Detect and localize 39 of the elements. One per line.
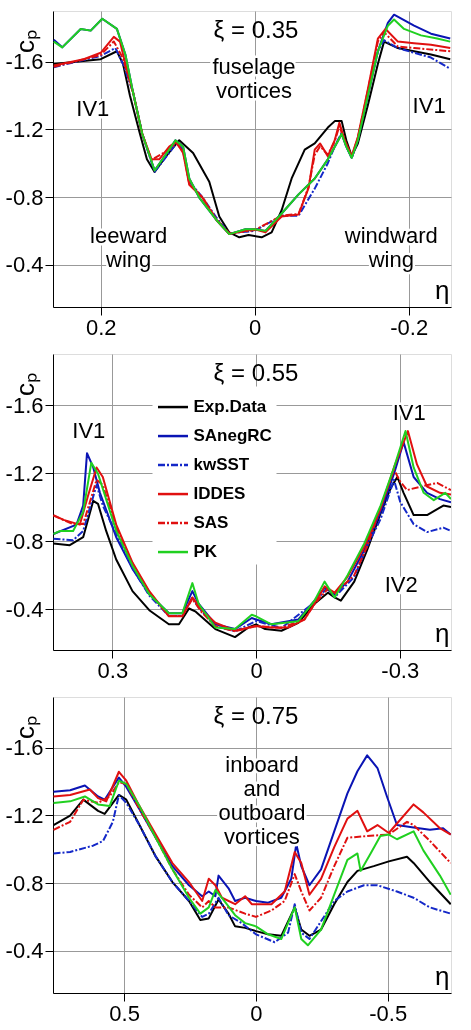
legend-label: PK — [193, 542, 218, 562]
y-tick-label: -0.8 — [5, 528, 44, 554]
x-tick-label: 0.3 — [97, 657, 129, 683]
annotation: fuselage vortices — [212, 54, 296, 104]
y-tick-label: -0.8 — [5, 870, 44, 896]
x-tick-label: -0.5 — [369, 1000, 408, 1026]
chart-title: ξ = 0.75 — [213, 702, 299, 729]
x-axis-title: η — [435, 960, 450, 991]
annotation: leeward wing — [90, 222, 168, 272]
chart-title: ξ = 0.35 — [213, 16, 299, 43]
x-axis-title: η — [435, 617, 450, 648]
y-tick-label: -0.4 — [5, 596, 44, 622]
y-tick-label: -1.2 — [5, 460, 44, 486]
x-tick-label: 0 — [250, 657, 263, 683]
y-tick-label: -0.4 — [5, 938, 44, 964]
chart-title: ξ = 0.55 — [213, 359, 299, 386]
y-tick-label: -0.8 — [5, 184, 44, 210]
annotation: IV1 — [72, 417, 106, 443]
annotation: inboard and outboard vortices — [218, 752, 306, 850]
annotation: IV1 — [76, 95, 110, 121]
legend-label: kwSST — [193, 455, 250, 475]
y-tick-label: -0.4 — [5, 252, 44, 278]
legend-label: Exp.Data — [193, 397, 267, 417]
x-axis-title: η — [435, 274, 450, 305]
legend-label: SAnegRC — [193, 426, 272, 446]
annotation: IV1 — [392, 400, 426, 426]
y-tick-label: -1.2 — [5, 116, 44, 142]
legend-label: IDDES — [193, 484, 246, 504]
annotation: windward wing — [343, 222, 438, 272]
legend-label: SAS — [193, 513, 229, 533]
x-tick-label: 0 — [249, 314, 262, 340]
annotation: IV2 — [384, 571, 418, 597]
x-tick-label: 0.5 — [109, 1000, 140, 1026]
y-tick-label: -1.2 — [5, 802, 44, 828]
x-tick-label: 0.2 — [85, 314, 117, 340]
x-tick-label: 0 — [250, 1000, 263, 1026]
annotation: IV1 — [412, 92, 446, 118]
x-tick-label: -0.3 — [381, 657, 420, 683]
x-tick-label: -0.2 — [390, 314, 429, 340]
